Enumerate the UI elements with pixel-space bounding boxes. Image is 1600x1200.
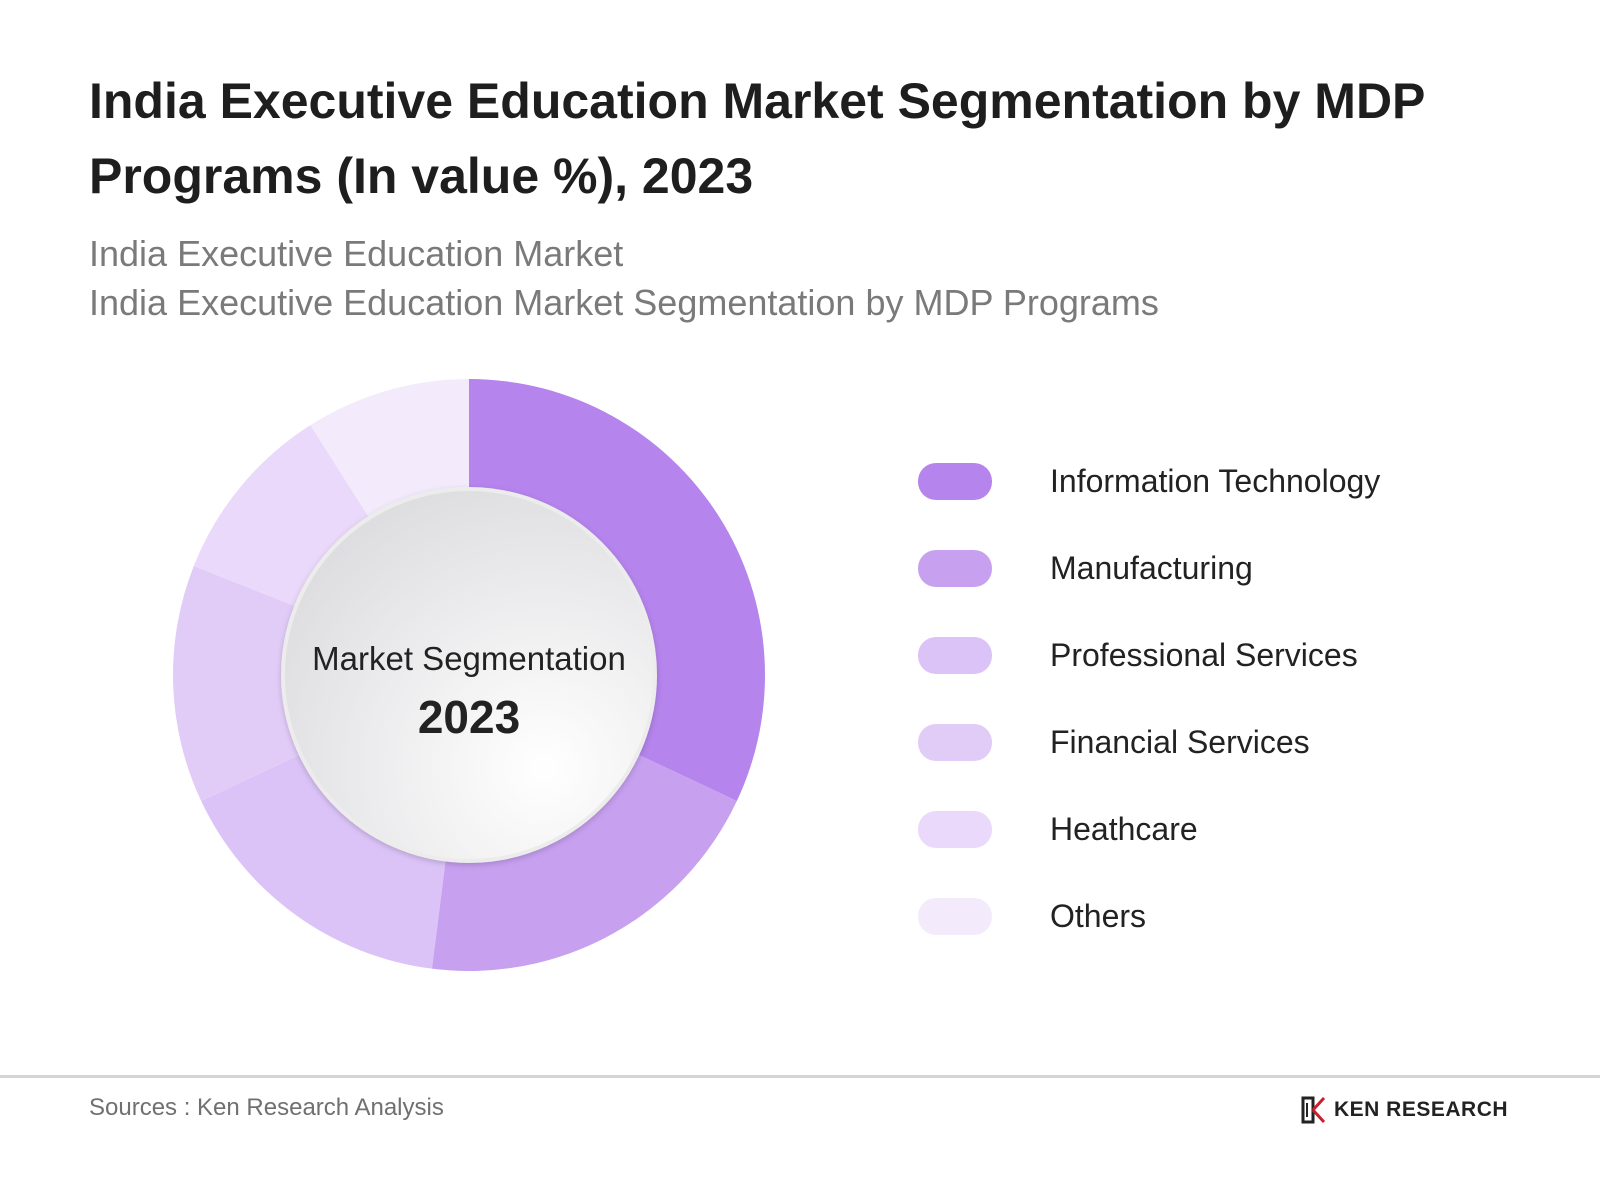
legend-label-professional-services: Professional Services <box>1050 637 1358 673</box>
legend-label-heathcare: Heathcare <box>1050 811 1198 847</box>
donut-center-label: Market Segmentation <box>312 640 626 677</box>
donut-slice-professional-services <box>201 754 446 969</box>
donut-chart: Market Segmentation 2023 <box>173 379 765 971</box>
legend-item-manufacturing: Manufacturing <box>918 548 1478 588</box>
legend-swatch-professional-services <box>918 637 992 674</box>
donut-center-year: 2023 <box>418 691 520 743</box>
legend-item-heathcare: Heathcare <box>918 809 1478 849</box>
donut-slice-others <box>310 379 469 518</box>
legend-swatch-financial-services <box>918 724 992 761</box>
legend-swatch-heathcare <box>918 811 992 848</box>
ken-research-logo-text: KEN RESEARCH <box>1334 1098 1509 1121</box>
donut-slices <box>173 379 765 971</box>
chart-title: India Executive Education Market Segment… <box>89 73 1425 204</box>
legend-item-professional-services: Professional Services <box>918 635 1478 675</box>
legend-item-financial-services: Financial Services <box>918 722 1478 762</box>
donut-slice-information-technology <box>469 379 765 802</box>
donut-slice-manufacturing <box>431 754 737 971</box>
legend-swatch-manufacturing <box>918 550 992 587</box>
footer-divider <box>0 1075 1600 1078</box>
donut-center-disc <box>281 487 657 863</box>
legend-label-manufacturing: Manufacturing <box>1050 550 1253 586</box>
legend-swatch-others <box>918 898 992 935</box>
chart-subtitle-line-2: India Executive Education Market Segment… <box>89 282 1159 323</box>
chart-subtitle-line-1: India Executive Education Market <box>89 233 624 274</box>
legend-swatch-information-technology <box>918 463 992 500</box>
legend-label-information-technology: Information Technology <box>1050 463 1381 499</box>
ken-research-logo-icon <box>1301 1096 1326 1124</box>
legend-item-others: Others <box>918 896 1478 936</box>
legend-label-financial-services: Financial Services <box>1050 724 1310 760</box>
source-note: Sources : Ken Research Analysis <box>89 1094 444 1121</box>
donut-slice-heathcare <box>193 425 370 607</box>
legend-label-others: Others <box>1050 898 1147 934</box>
ken-research-logo: KEN RESEARCH <box>1300 1095 1520 1125</box>
legend-item-information-technology: Information Technology <box>918 461 1478 501</box>
donut-slice-financial-services <box>173 566 301 802</box>
